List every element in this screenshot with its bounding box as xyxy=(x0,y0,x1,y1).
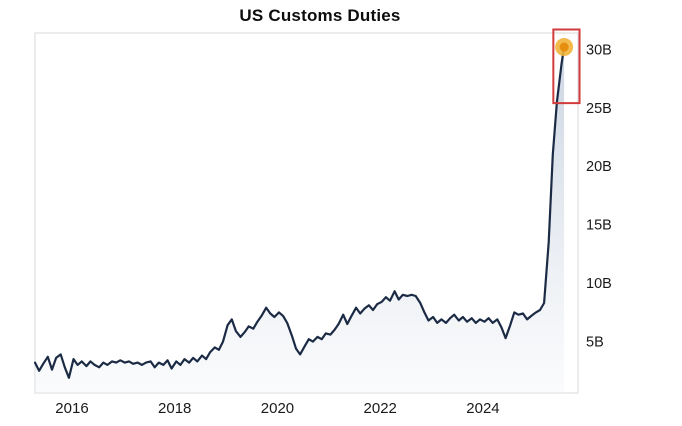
y-tick-label: 25B xyxy=(586,101,612,117)
x-tick-label: 2022 xyxy=(364,400,397,417)
y-tick-label: 15B xyxy=(586,218,612,234)
chart-title: US Customs Duties xyxy=(239,6,401,25)
x-tick-label: 2018 xyxy=(158,400,191,417)
chart-line xyxy=(33,45,566,379)
x-tick-label: 2024 xyxy=(466,400,499,417)
endpoint-marker-dot xyxy=(559,42,569,52)
y-tick-label: 30B xyxy=(586,42,612,58)
x-tick-label: 2020 xyxy=(261,400,294,417)
chart-area xyxy=(35,47,565,393)
y-tick-label: 10B xyxy=(586,276,612,292)
highlight-box xyxy=(552,28,581,105)
y-tick-label: 20B xyxy=(586,159,612,175)
x-tick-label: 2016 xyxy=(55,400,88,417)
y-tick-label: 5B xyxy=(586,335,604,351)
